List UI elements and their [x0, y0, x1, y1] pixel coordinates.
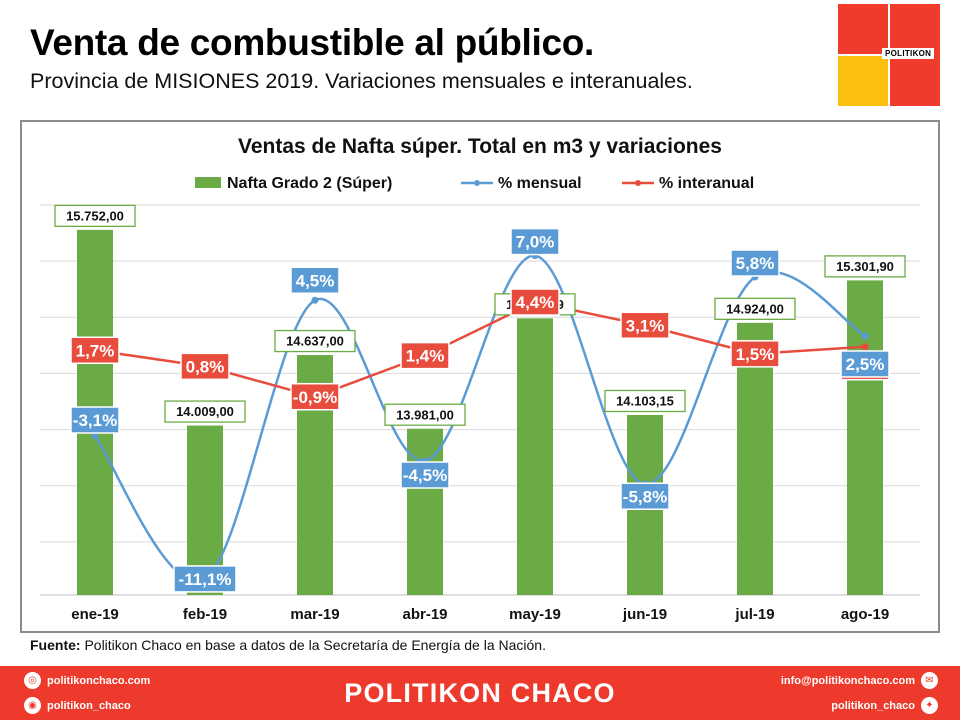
mensual-label-abr-19: -4,5% [403, 466, 447, 485]
footer-instagram-text: politikon_chaco [47, 699, 131, 712]
bar-label-jun-19-box [604, 389, 686, 413]
bar-label-mar-19: 14.637,00 [286, 334, 344, 349]
legend-label-mensual: % mensual [498, 175, 582, 192]
x-tick-ago-19: ago-19 [841, 606, 889, 623]
interanual-label-feb-19: 0,8% [186, 357, 225, 376]
chart-title: Ventas de Nafta súper. Total en m3 y var… [238, 135, 722, 158]
footer-instagram[interactable]: ◉ politikon_chaco [24, 697, 131, 714]
x-tick-may-19: may-19 [509, 606, 561, 623]
fuel-sales-chart: Ventas de Nafta súper. Total en m3 y var… [40, 135, 920, 623]
x-tick-ene-19: ene-19 [71, 606, 119, 623]
bar-label-ago-19: 15.301,90 [836, 259, 894, 274]
footer-email-text: info@politikonchaco.com [780, 674, 915, 687]
interanual-label-mar-19: -0,9% [293, 388, 337, 407]
mensual-label-ene-19: -3,1% [73, 411, 117, 430]
interanual-label-jul-19-box [730, 340, 780, 368]
bar-jul-19 [737, 322, 773, 595]
bar-ago-19 [847, 280, 883, 595]
x-tick-jun-19: jun-19 [622, 606, 667, 623]
mensual-label-jul-19: 5,8% [736, 254, 775, 273]
bar-label-jul-19: 14.924,00 [726, 301, 784, 316]
mensual-label-ago-19-box [840, 350, 890, 378]
mensual-label-ago-19: 2,5% [846, 355, 885, 374]
interanual-label-abr-19-box [400, 341, 450, 370]
interanual-label-jun-19: 3,1% [626, 316, 665, 335]
interanual-label-ene-19-box [70, 336, 120, 365]
logo-text: POLITIKON [882, 48, 935, 59]
mensual-label-feb-19-box [173, 565, 237, 593]
legend-marker-mensual [474, 180, 480, 186]
globe-icon: ◎ [24, 672, 41, 689]
bar-label-ene-19-box [54, 204, 136, 227]
source-text: Politikon Chaco en base a datos de la Se… [80, 637, 546, 653]
interanual-label-jul-19: 1,5% [736, 345, 775, 364]
x-tick-abr-19: abr-19 [402, 606, 447, 623]
mensual-label-may-19-box [510, 227, 560, 256]
interanual-label-ene-19: 1,7% [76, 341, 115, 360]
page-title: Venta de combustible al público. [30, 22, 595, 63]
instagram-icon: ◉ [24, 697, 41, 714]
legend-label-bars: Nafta Grado 2 (Súper) [227, 175, 392, 192]
bar-label-feb-19: 14.009,00 [176, 404, 234, 419]
mensual-label-jun-19-box [620, 482, 670, 510]
x-tick-jul-19: jul-19 [734, 606, 774, 623]
legend-label-interanual: % interanual [659, 175, 754, 192]
source-note: Fuente: Politikon Chaco en base a datos … [30, 637, 546, 653]
footer-twitter-text: politikon_chaco [831, 699, 915, 712]
mensual-label-mar-19-box [290, 266, 340, 294]
mensual-label-abr-19-box [400, 461, 450, 489]
footer-brand: POLITIKON CHACO [344, 678, 616, 708]
mensual-label-mar-19: 4,5% [296, 271, 335, 290]
politikon-logo: POLITIKON [838, 4, 940, 106]
point-mensual-ago-19 [861, 332, 869, 340]
footer-website-text: politikonchaco.com [47, 674, 151, 687]
interanual-label-feb-19-box [180, 352, 230, 381]
bar-may-19 [517, 318, 553, 595]
footer-website[interactable]: ◎ politikonchaco.com [24, 672, 150, 689]
source-label: Fuente: [30, 637, 81, 653]
chart-frame: Ventas de Nafta súper. Total en m3 y var… [20, 120, 940, 633]
interanual-label-mar-19-box [290, 382, 340, 411]
mensual-label-ene-19-box [70, 406, 120, 434]
mensual-label-may-19: 7,0% [516, 233, 555, 252]
page-subtitle: Provincia de MISIONES 2019. Variaciones … [30, 69, 693, 93]
point-mensual-mar-19 [311, 296, 319, 304]
bar-label-ene-19: 15.752,00 [66, 209, 124, 224]
interanual-label-abr-19: 1,4% [406, 347, 445, 366]
footer-bar: ◎ politikonchaco.com ◉ politikon_chaco POL… [0, 666, 960, 720]
line-mensual [94, 254, 866, 583]
bar-abr-19 [407, 428, 443, 595]
mail-icon: ✉ [921, 672, 938, 689]
point-interanual-ago-19 [861, 343, 869, 351]
twitter-icon: ✦ [921, 697, 938, 714]
bar-label-mar-19-box [274, 329, 356, 353]
legend-swatch-bars [195, 177, 221, 188]
x-tick-feb-19: feb-19 [183, 606, 227, 623]
x-tick-mar-19: mar-19 [290, 606, 339, 623]
bar-label-abr-19: 13.981,00 [396, 407, 454, 422]
mensual-label-jun-19: -5,8% [623, 487, 667, 506]
bar-label-ago-19-box [824, 255, 906, 278]
bar-label-jun-19: 14.103,15 [616, 394, 674, 409]
bar-label-feb-19-box [164, 400, 246, 423]
bar-label-jul-19-box [714, 297, 796, 320]
interanual-label-may-19: 4,4% [516, 293, 555, 312]
point-mensual-ene-19 [91, 432, 99, 440]
footer-twitter[interactable]: politikon_chaco ✦ [831, 697, 938, 714]
footer-email[interactable]: info@politikonchaco.com ✉ [781, 672, 938, 689]
interanual-label-may-19-box [510, 288, 560, 316]
legend-marker-interanual [635, 180, 641, 186]
interanual-label-jun-19-box [620, 311, 670, 340]
bar-label-abr-19-box [384, 403, 466, 426]
mensual-label-jul-19-box [730, 249, 780, 277]
mensual-label-feb-19: -11,1% [179, 570, 232, 589]
